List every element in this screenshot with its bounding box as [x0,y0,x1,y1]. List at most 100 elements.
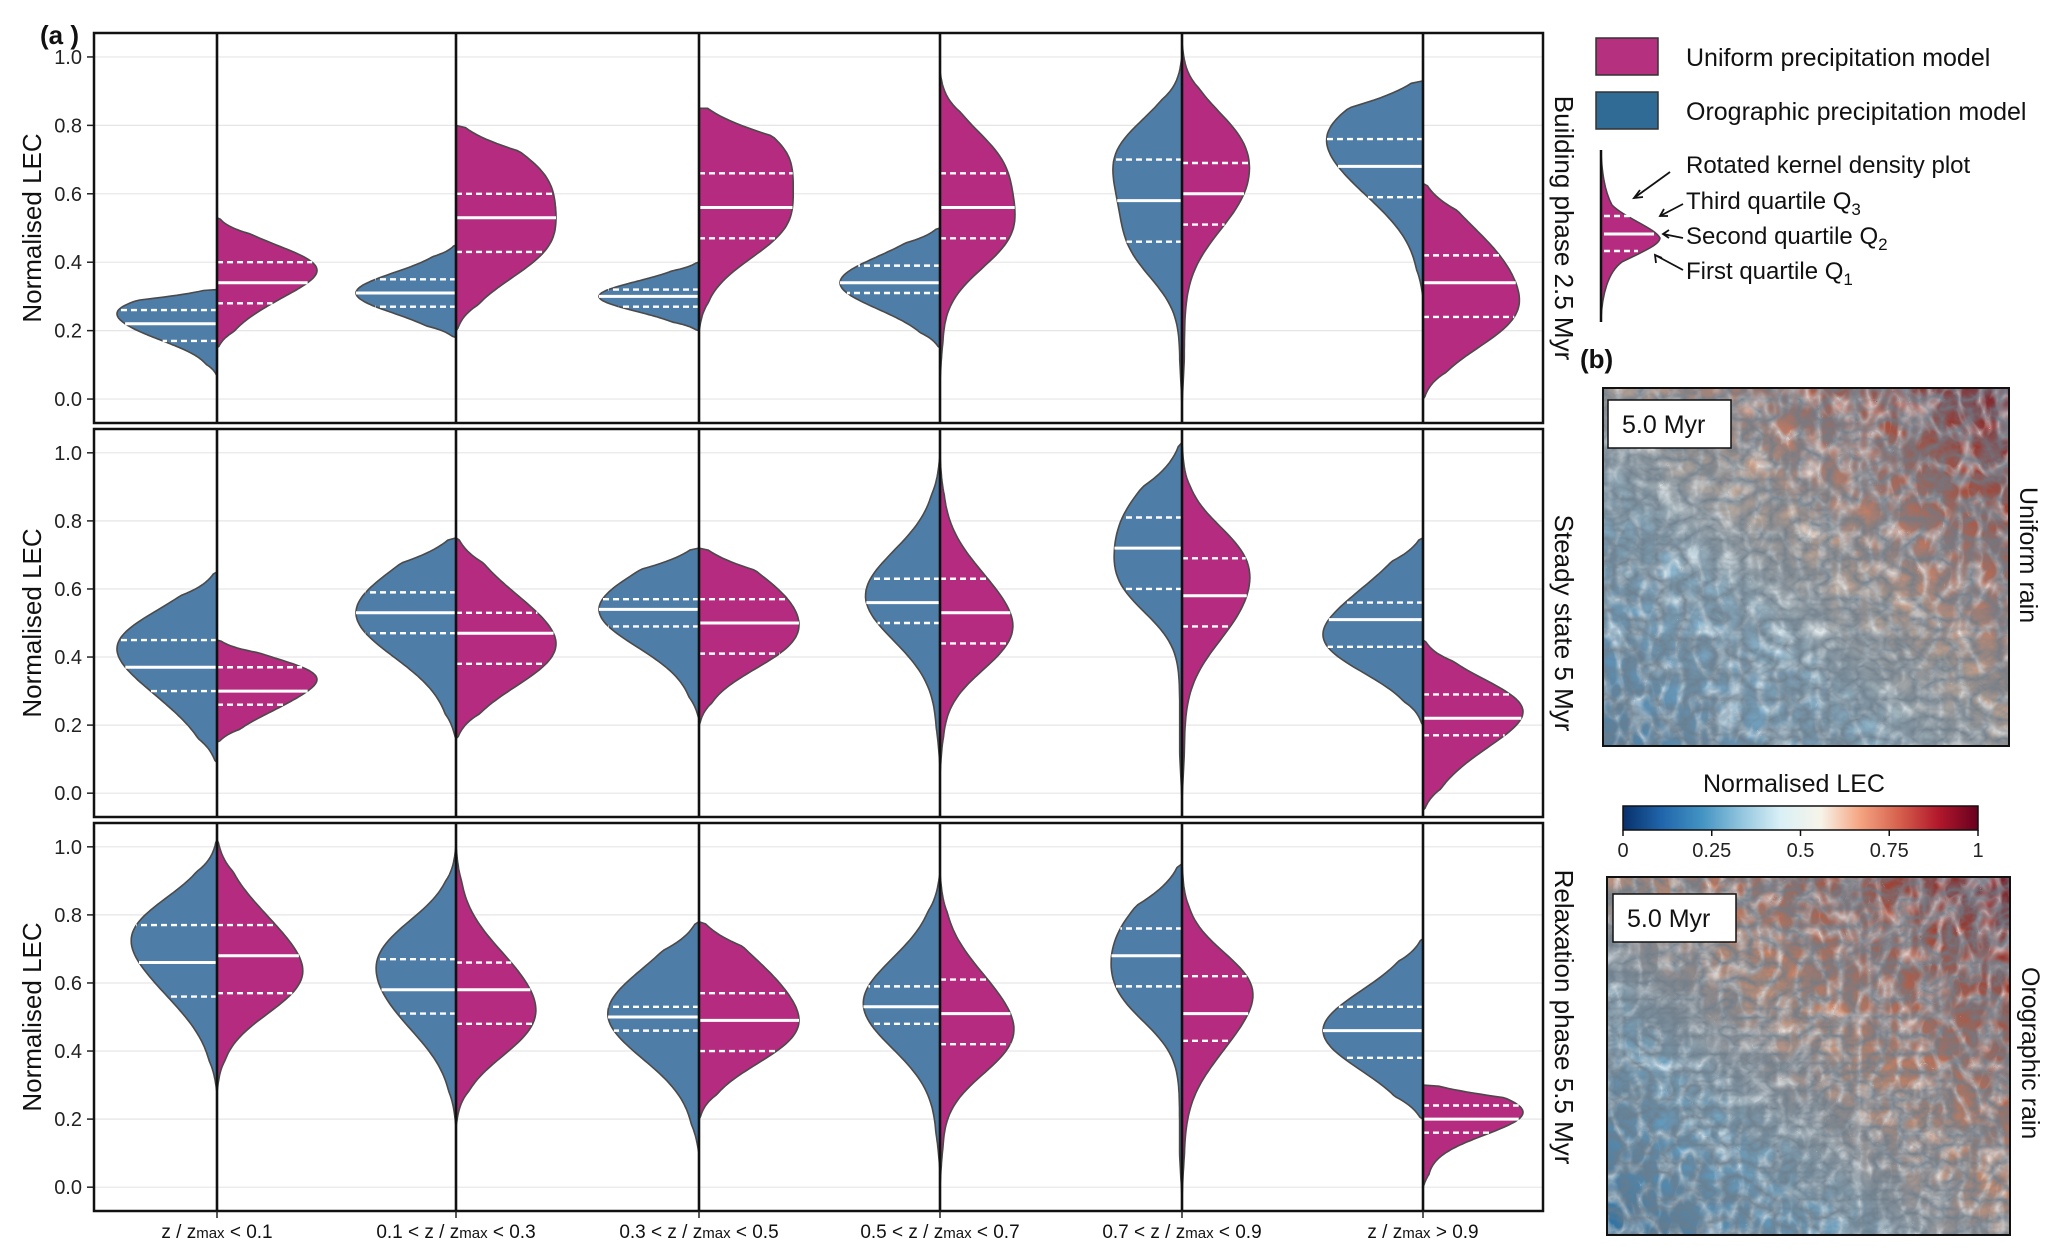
violin-half-uniform [1422,182,1521,402]
violin-1-6 [1325,33,1521,423]
violin-half-uniform [1422,1084,1524,1188]
violin-1-5 [1112,33,1251,423]
violin-3-3 [606,823,800,1211]
x-tick-label: z / zmax < 0.1 [161,1222,272,1243]
violin-half-uniform [455,846,537,1127]
panel-frame [92,31,1545,425]
violin-1-1 [116,33,318,423]
violin-half-orographic [130,839,218,1093]
violin-half-uniform [455,536,557,740]
colorbar: Normalised LEC 0 0.25 0.5 0.75 1 [1617,770,1983,862]
x-tick-label: 0.3 < z / zmax < 0.5 [619,1222,778,1243]
violin-half-orographic [355,536,457,740]
y-tick-label: 0.0 [54,783,82,805]
y-axis-label: Normalised LEC [17,528,47,717]
violin-half-orographic [1325,80,1424,297]
map-orographic-frame [1606,876,2011,1236]
annotation-kde: Rotated kernel density plot [1686,152,1971,179]
legend-arrows [1632,171,1684,271]
violin-3-6 [1322,823,1524,1211]
y-tick-label: 0.0 [54,389,82,411]
map-uniform-time-label: 5.0 Myr [1622,411,1705,439]
y-tick-label: 1.0 [54,837,82,859]
panel-frame [92,427,1545,819]
violin-half-orographic [355,243,457,339]
panel-label-b: (b) [1580,344,1613,374]
violin-half-orographic [606,920,700,1154]
legend: Uniform precipitation model Orographic p… [1595,37,2026,322]
colorbar-tick-label: 0.75 [1870,840,1909,862]
violin-1-3 [598,33,794,423]
violin-2-4 [864,429,1014,817]
legend-violin-diagram: Rotated kernel density plot Third quarti… [1599,150,1971,322]
legend-label-uniform: Uniform precipitation model [1686,44,1990,72]
violin-1-4 [839,33,1016,423]
violin-3-2 [375,823,537,1211]
violin-half-orographic [1112,56,1183,406]
violin-half-uniform [455,124,557,332]
legend-violin-shape [1600,152,1661,321]
violin-half-uniform [939,872,1015,1188]
violin-2-3 [598,429,800,817]
map-orographic-side-label: Orographic rain [2016,967,2044,1139]
violin-half-orographic [1322,536,1424,726]
map-uniform-rain: 5.0 Myr Uniform rain [1602,387,2042,747]
map-uniform-time-box [1607,399,1732,449]
y-tick-label: 0.4 [54,252,82,274]
annotation-q1: First quartile Q1 [1686,258,1853,289]
y-axis-label: Normalised LEC [17,133,47,322]
violin-2-2 [355,429,557,817]
y-tick-label: 0.8 [54,511,82,533]
violin-3-1 [130,823,304,1211]
violin-panel-1: 0.0 0.2 0.4 0.6 0.8 1.0 Normalised LEC Building… [17,31,1579,425]
violin-half-uniform [1181,863,1254,1198]
annotation-q3: Third quartile Q3 [1686,188,1861,219]
x-tick-label: 0.7 < z / zmax < 0.9 [1102,1222,1261,1243]
y-tick-label: 0.6 [54,579,82,601]
panel-title: Building phase 2.5 Myr [1549,96,1579,361]
violin-half-uniform [698,547,800,726]
legend-swatch-orographic [1595,91,1659,130]
y-tick-label: 0.6 [54,973,82,995]
violin-half-orographic [116,288,218,376]
y-tick-label: 0.4 [54,647,82,669]
map-orographic-time-label: 5.0 Myr [1627,905,1710,933]
violin-2-6 [1322,429,1524,817]
violin-3-5 [1110,823,1254,1211]
y-tick-label: 0.8 [54,905,82,927]
x-tick-labels: z / zmax < 0.1 0.1 < z / zmax < 0.3 0.3 < … [161,1211,1479,1243]
violin-half-orographic [375,846,457,1127]
y-tick-label: 1.0 [54,47,82,69]
panel-label-a: (a ) [40,20,79,50]
violin-half-orographic [1322,937,1424,1120]
violin-half-uniform [698,107,794,331]
panel-frame [92,821,1545,1213]
violin-3-4 [862,823,1015,1211]
legend-label-orographic: Orographic precipitation model [1686,98,2026,126]
y-tick-label: 0.0 [54,1177,82,1199]
y-tick-label: 0.4 [54,1041,82,1063]
colorbar-title: Normalised LEC [1703,770,1885,798]
violin-panel-3: 0.0 0.2 0.4 0.6 0.8 1.0 Normalised LEC Relaxati… [17,821,1579,1213]
violin-1-2 [355,33,557,423]
colorbar-tick-label: 1 [1972,840,1983,862]
violin-half-uniform [939,456,1014,777]
x-tick-label: 0.1 < z / zmax < 0.3 [376,1222,535,1243]
violin-half-orographic [864,456,941,766]
colorbar-tick-label: 0 [1617,840,1628,862]
y-tick-label: 0.2 [54,1109,82,1131]
y-axis-label: Normalised LEC [17,922,47,1111]
y-tick-label: 0.6 [54,184,82,206]
panel-title: Relaxation phase 5.5 Myr [1549,870,1579,1165]
violin-half-uniform [1181,442,1251,801]
map-orographic-rain: 5.0 Myr Orographic rain [1606,876,2044,1236]
colorbar-tick-label: 0.25 [1692,840,1731,862]
map-orographic-time-box [1612,893,1737,943]
violin-half-uniform [939,73,1016,382]
x-tick-label: 0.5 < z / zmax < 0.7 [860,1222,1019,1243]
violin-half-orographic [598,547,700,719]
x-tick-label: z / zmax > 0.9 [1367,1222,1478,1243]
y-tick-label: 0.2 [54,715,82,737]
map-uniform-frame [1602,387,2010,747]
